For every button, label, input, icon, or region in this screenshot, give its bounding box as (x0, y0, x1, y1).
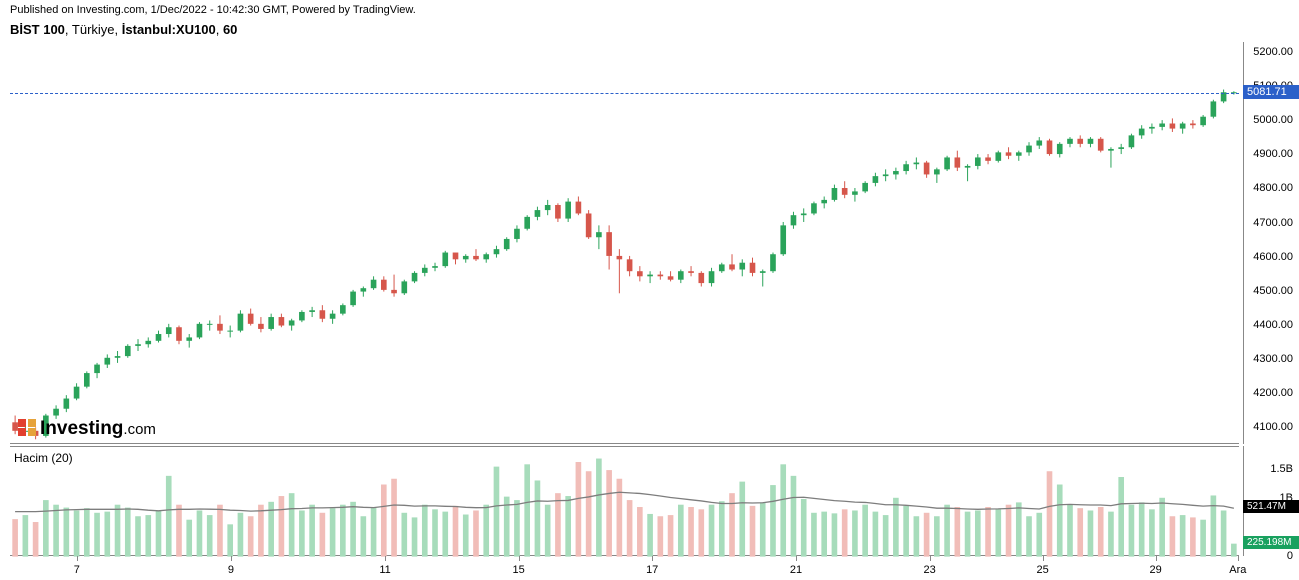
time-axis[interactable]: 7911151721232529Ara (10, 556, 1239, 580)
symbol-name: BİST 100 (10, 22, 65, 37)
price-tick: 4400.00 (1253, 319, 1293, 331)
time-tick: 9 (228, 564, 234, 576)
price-tick: 4700.00 (1253, 217, 1293, 229)
current-price-flag: 5081.71 (1243, 85, 1299, 99)
volume-last-value: 225.198M (1247, 537, 1291, 548)
watermark-logo: Investing.com (18, 418, 156, 440)
watermark-brand: Investing (40, 418, 123, 439)
publish-header: Published on Investing.com, 1/Dec/2022 -… (10, 4, 416, 16)
volume-tick: 0 (1287, 550, 1293, 562)
volume-last-flag: 225.198M (1243, 536, 1299, 549)
price-tick: 4200.00 (1253, 387, 1293, 399)
price-tick: 4500.00 (1253, 285, 1293, 297)
volume-tick: 1.5B (1270, 463, 1293, 475)
time-tick: Ara (1229, 564, 1246, 576)
time-tick: 29 (1150, 564, 1162, 576)
title-sep: , (115, 22, 122, 37)
time-tick: 25 (1037, 564, 1049, 576)
publish-text: Published on Investing.com, 1/Dec/2022 -… (10, 4, 416, 16)
time-tick: 17 (646, 564, 658, 576)
volume-ma-flag: 521.47M (1243, 500, 1299, 513)
volume-panel[interactable]: Hacim (20) (10, 446, 1239, 556)
ticker-name: İstanbul:XU100 (122, 22, 216, 37)
candlestick-canvas (10, 42, 1239, 443)
time-tick: 7 (74, 564, 80, 576)
time-tick: 21 (790, 564, 802, 576)
current-price-value: 5081.71 (1247, 86, 1287, 98)
volume-canvas (10, 447, 1239, 557)
time-tick: 11 (379, 564, 390, 576)
price-tick: 5200.00 (1253, 46, 1293, 58)
current-price-line (10, 93, 1239, 94)
time-tick: 15 (512, 564, 524, 576)
region-name: Türkiye (72, 22, 115, 37)
price-tick: 4600.00 (1253, 251, 1293, 263)
volume-ma-value: 521.47M (1247, 501, 1286, 512)
chart-title: BİST 100, Türkiye, İstanbul:XU100, 60 (10, 22, 237, 37)
price-tick: 4300.00 (1253, 353, 1293, 365)
price-tick: 4800.00 (1253, 182, 1293, 194)
title-sep: , (216, 22, 223, 37)
interval-label: 60 (223, 22, 237, 37)
title-sep: , (65, 22, 72, 37)
price-tick: 4100.00 (1253, 421, 1293, 433)
price-chart[interactable] (10, 42, 1239, 444)
price-tick: 5000.00 (1253, 114, 1293, 126)
price-tick: 4900.00 (1253, 148, 1293, 160)
price-axis[interactable]: 4100.00 4200.00 4300.00 4400.00 4500.00 4600.… (1243, 42, 1299, 444)
time-tick: 23 (923, 564, 935, 576)
